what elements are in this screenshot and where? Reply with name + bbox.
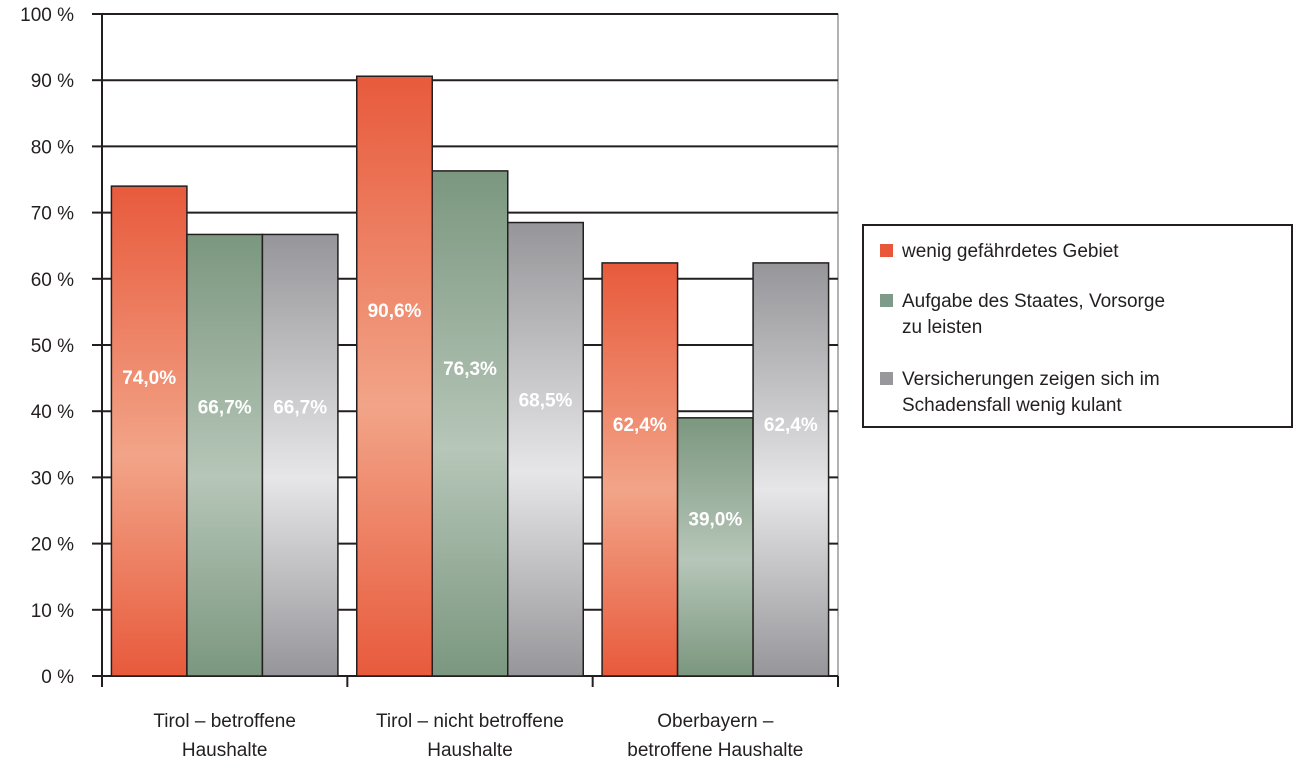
- data-labels: 74,0% 66,7% 66,7% 90,6% 76,3% 68,5% 62,4% 39,0%…: [122, 301, 818, 530]
- legend-item-series-3: Versicherungen zeigen sich im Schadensfa…: [880, 367, 1262, 419]
- legend-item-series-1: wenig gefährdetes Gebiet: [880, 239, 1262, 265]
- legend-label-line: wenig gefährdetes Gebiet: [902, 241, 1119, 262]
- y-tick-label: 30 %: [31, 468, 74, 489]
- legend-swatch-series-3: [880, 372, 893, 385]
- legend-label-series-2: Aufgabe des Staates, Vorsorge zu leisten: [902, 289, 1262, 341]
- legend-swatch-series-2: [880, 294, 893, 307]
- data-label: 62,4%: [613, 415, 667, 436]
- bar-series-3: [507, 221, 584, 677]
- y-tick-label: 0 %: [41, 667, 74, 688]
- legend-label-line: Aufgabe des Staates, Vorsorge: [902, 291, 1166, 312]
- data-label: 62,4%: [764, 415, 818, 436]
- y-tick-label: 40 %: [31, 402, 74, 423]
- y-tick-label: 60 %: [31, 270, 74, 291]
- y-tick-label: 90 %: [31, 71, 74, 92]
- bars: [110, 75, 830, 677]
- x-category-label: Haushalte: [182, 740, 268, 761]
- y-tick-label: 20 %: [31, 535, 74, 556]
- data-label: 68,5%: [519, 390, 573, 411]
- x-category-label: Tirol – nicht betroffene: [376, 711, 564, 732]
- y-tick-label: 80 %: [31, 137, 74, 158]
- data-label: 90,6%: [368, 301, 422, 322]
- bar-series-2: [431, 170, 509, 677]
- bar-series-1: [601, 262, 679, 677]
- bar-series-3: [261, 233, 339, 677]
- y-tick-label: 10 %: [31, 601, 74, 622]
- y-tick-label: 50 %: [31, 336, 74, 357]
- legend-label-series-1: wenig gefährdetes Gebiet: [902, 239, 1262, 265]
- legend: wenig gefährdetes Gebiet Aufgabe des Sta…: [862, 224, 1293, 428]
- x-category-label: Haushalte: [427, 740, 513, 761]
- data-label: 66,7%: [198, 398, 252, 419]
- x-category-label: Tirol – betroffene: [153, 711, 296, 732]
- legend-swatch-series-1: [880, 244, 893, 257]
- x-category-label: betroffene Haushalte: [627, 740, 803, 761]
- bar-series-2: [676, 417, 754, 677]
- bar-series-1: [110, 185, 188, 677]
- data-label: 76,3%: [443, 359, 497, 380]
- x-category-label: Oberbayern –: [657, 711, 774, 732]
- y-tick-label: 70 %: [31, 204, 74, 225]
- data-label: 39,0%: [688, 510, 742, 531]
- data-label: 66,7%: [273, 398, 327, 419]
- legend-label-line: zu leisten: [902, 317, 983, 338]
- data-label: 74,0%: [122, 368, 176, 389]
- legend-label-line: Schadensfall wenig kulant: [902, 395, 1122, 416]
- y-tick-label: 100 %: [20, 5, 74, 26]
- legend-item-series-2: Aufgabe des Staates, Vorsorge zu leisten: [880, 289, 1262, 341]
- bar-series-1: [356, 75, 433, 677]
- legend-label-series-3: Versicherungen zeigen sich im Schadensfa…: [902, 367, 1262, 419]
- legend-label-line: Versicherungen zeigen sich im: [902, 369, 1160, 390]
- bar-series-3: [752, 262, 830, 677]
- bar-series-2: [186, 233, 264, 677]
